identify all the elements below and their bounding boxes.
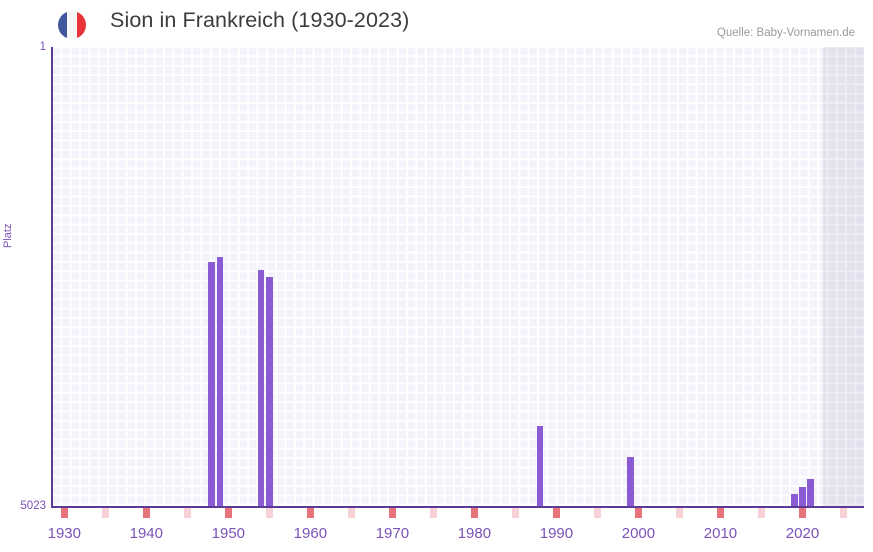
x-tick-mark-1985 [511, 508, 519, 518]
page-title: Sion in Frankreich (1930-2023) [110, 8, 410, 32]
x-tick-mark-2005 [676, 508, 683, 518]
x-tick-label-1930: 1930 [47, 525, 81, 542]
plot-area [52, 47, 864, 507]
bar-1954[interactable] [257, 269, 265, 507]
bar-2020[interactable] [799, 486, 806, 507]
x-tick-mark-1950 [224, 508, 232, 518]
flag-band-blue [58, 11, 68, 39]
x-tick-mark-1990 [552, 508, 560, 518]
y-axis-tick-top: 1 [39, 41, 46, 53]
x-tick-label-1950: 1950 [211, 525, 246, 542]
bar-2019[interactable] [790, 493, 798, 507]
x-tick-mark-1940 [142, 508, 150, 518]
source-attribution: Quelle: Baby-Vornamen.de [716, 27, 855, 39]
grid-lines [52, 47, 864, 507]
x-tick-mark-1960 [306, 508, 314, 518]
flag-band-white [67, 11, 77, 39]
x-tick-mark-1975 [429, 508, 437, 518]
x-tick-label-1960: 1960 [293, 525, 328, 542]
x-tick-mark-1930 [60, 508, 68, 518]
y-axis-tick-bottom: 5023 [20, 500, 46, 512]
x-tick-mark-2015 [758, 508, 765, 518]
bar-1999[interactable] [626, 457, 634, 507]
x-tick-label-1980: 1980 [457, 525, 492, 542]
x-tick-mark-1955 [265, 508, 273, 518]
bar-2021[interactable] [807, 479, 814, 507]
x-tick-mark-1945 [183, 508, 191, 518]
x-tick-mark-2000 [634, 508, 642, 518]
x-tick-mark-2025 [840, 508, 847, 518]
y-axis-line [51, 47, 53, 507]
bar-1955[interactable] [265, 276, 273, 507]
x-tick-mark-1995 [593, 508, 601, 518]
x-tick-label-2010: 2010 [703, 525, 738, 542]
bar-1988[interactable] [536, 426, 544, 507]
x-tick-mark-1980 [470, 508, 478, 518]
x-tick-mark-1935 [101, 508, 109, 518]
france-flag-icon [58, 11, 86, 39]
bar-series [52, 47, 864, 507]
x-tick-mark-2020 [799, 508, 806, 518]
x-tick-label-1990: 1990 [539, 525, 574, 542]
x-tick-label-1970: 1970 [375, 525, 410, 542]
y-axis-title: Platz [2, 223, 14, 248]
x-tick-label-2000: 2000 [621, 525, 656, 542]
x-tick-mark-1970 [388, 508, 396, 518]
x-tick-mark-2010 [717, 508, 724, 518]
flag-band-red [76, 11, 86, 39]
x-tick-label-1940: 1940 [129, 525, 163, 542]
bar-1949[interactable] [216, 256, 224, 507]
x-tick-mark-1965 [347, 508, 355, 518]
x-axis-line [51, 506, 864, 508]
x-tick-label-2020: 2020 [785, 525, 820, 542]
x-axis-ticks: 1930 1940 1950 1960 1970 1980 1990 2000 2010 2020 [0, 508, 873, 552]
bar-1948[interactable] [208, 261, 216, 507]
chart-header: Sion in Frankreich (1930-2023) Quelle: B… [0, 0, 873, 44]
